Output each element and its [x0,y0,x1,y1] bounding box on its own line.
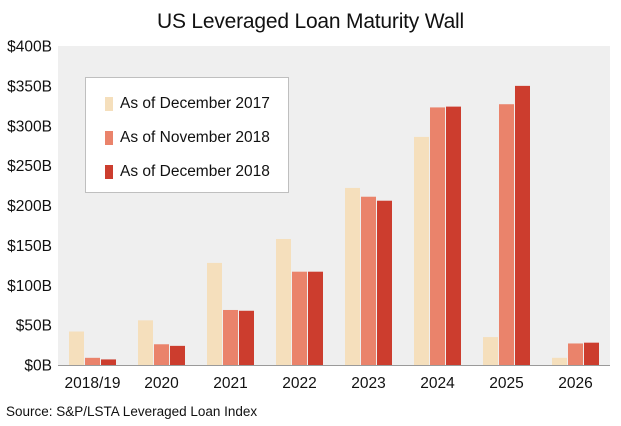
x-tick-label: 2024 [420,375,455,392]
bar [223,309,238,365]
bar [345,187,360,365]
bar [154,344,169,365]
legend-item: As of November 2018 [86,121,288,155]
bar [138,320,153,365]
bar [552,357,567,365]
bar [446,106,461,366]
bar [170,345,185,365]
y-tick-label: $100B [7,278,52,295]
x-axis: 2018/19 2020 2021 2022 2023 2024 2025 2026 [58,365,610,392]
bar [584,342,599,365]
y-axis: $0B $50B $100B $150B $200B $250B $300B $350B $40… [7,39,52,375]
legend: As of December 2017 As of November 2018 … [85,77,289,193]
y-tick-label: $50B [16,318,52,335]
bar [515,85,530,365]
bar [69,331,84,365]
bar [414,136,429,365]
bar [361,196,376,365]
bar [568,343,583,365]
source-note: Source: S&P/LSTA Leveraged Loan Index [6,404,258,419]
legend-label: As of December 2018 [120,163,270,180]
bar [239,310,254,365]
y-tick-label: $250B [7,158,52,175]
legend-item: As of December 2018 [86,155,288,189]
legend-swatch [105,131,113,145]
x-tick-label: 2023 [351,375,385,392]
y-tick-label: $300B [7,118,52,135]
y-tick-label: $0B [24,358,52,375]
bar [430,107,445,365]
bar-group [69,85,599,366]
x-tick-label: 2018/19 [64,375,120,392]
bar [483,337,498,365]
y-tick-label: $200B [7,198,52,215]
legend-swatch [105,165,113,179]
bar [276,238,291,365]
x-tick-label: 2020 [144,375,179,392]
chart-title: US Leveraged Loan Maturity Wall [156,10,464,33]
y-tick-label: $400B [7,39,52,56]
x-tick-label: 2022 [282,375,316,392]
x-tick-label: 2025 [489,375,523,392]
bar [292,271,307,365]
bar [101,359,116,365]
legend-label: As of December 2017 [120,95,270,112]
legend-label: As of November 2018 [120,129,270,146]
y-tick-label: $150B [7,238,52,255]
bar [85,357,100,365]
x-tick-label: 2021 [213,375,247,392]
legend-swatch [105,97,113,111]
y-tick-label: $350B [7,78,52,95]
bar [499,104,514,365]
bar [207,262,222,365]
legend-item: As of December 2017 [86,87,288,121]
bar [377,200,392,365]
bar [308,271,323,365]
x-tick-label: 2026 [558,375,592,392]
